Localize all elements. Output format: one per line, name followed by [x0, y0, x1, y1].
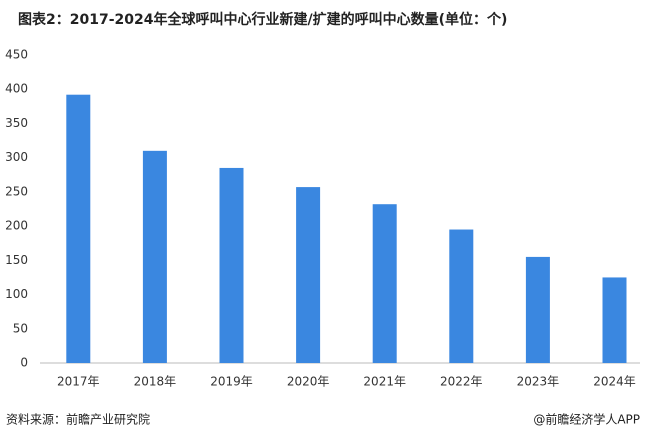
bar [66, 94, 91, 363]
credit: @前瞻经济学人APP [533, 412, 640, 427]
y-tick-label: 300 [5, 150, 28, 164]
source: 资料来源：前瞻产业研究院 [6, 412, 150, 427]
bar [219, 167, 244, 363]
y-tick-label: 0 [20, 356, 28, 370]
x-tick-label: 2017年 [57, 375, 100, 389]
y-tick-label: 250 [5, 184, 28, 198]
chart-title: 图表2：2017-2024年全球呼叫中心行业新建/扩建的呼叫中心数量(单位：个) [18, 11, 507, 28]
x-tick-label: 2019年 [210, 375, 253, 389]
y-tick-label: 100 [5, 287, 28, 301]
bar [602, 277, 627, 363]
y-tick-label: 450 [5, 48, 28, 62]
y-tick-label: 350 [5, 116, 28, 130]
x-tick-label: 2024年 [593, 375, 636, 389]
y-tick-label: 50 [13, 321, 28, 335]
bar [525, 256, 550, 363]
bar [449, 229, 474, 363]
x-tick-label: 2022年 [440, 375, 483, 389]
y-tick-label: 200 [5, 219, 28, 233]
x-tick-label: 2021年 [363, 375, 406, 389]
x-tick-label: 2020年 [287, 375, 330, 389]
y-tick-label: 150 [5, 253, 28, 267]
bar [296, 187, 321, 363]
x-tick-label: 2018年 [134, 375, 177, 389]
bar [372, 204, 397, 363]
bar [142, 150, 167, 363]
y-tick-label: 400 [5, 82, 28, 96]
x-tick-label: 2023年 [517, 375, 560, 389]
